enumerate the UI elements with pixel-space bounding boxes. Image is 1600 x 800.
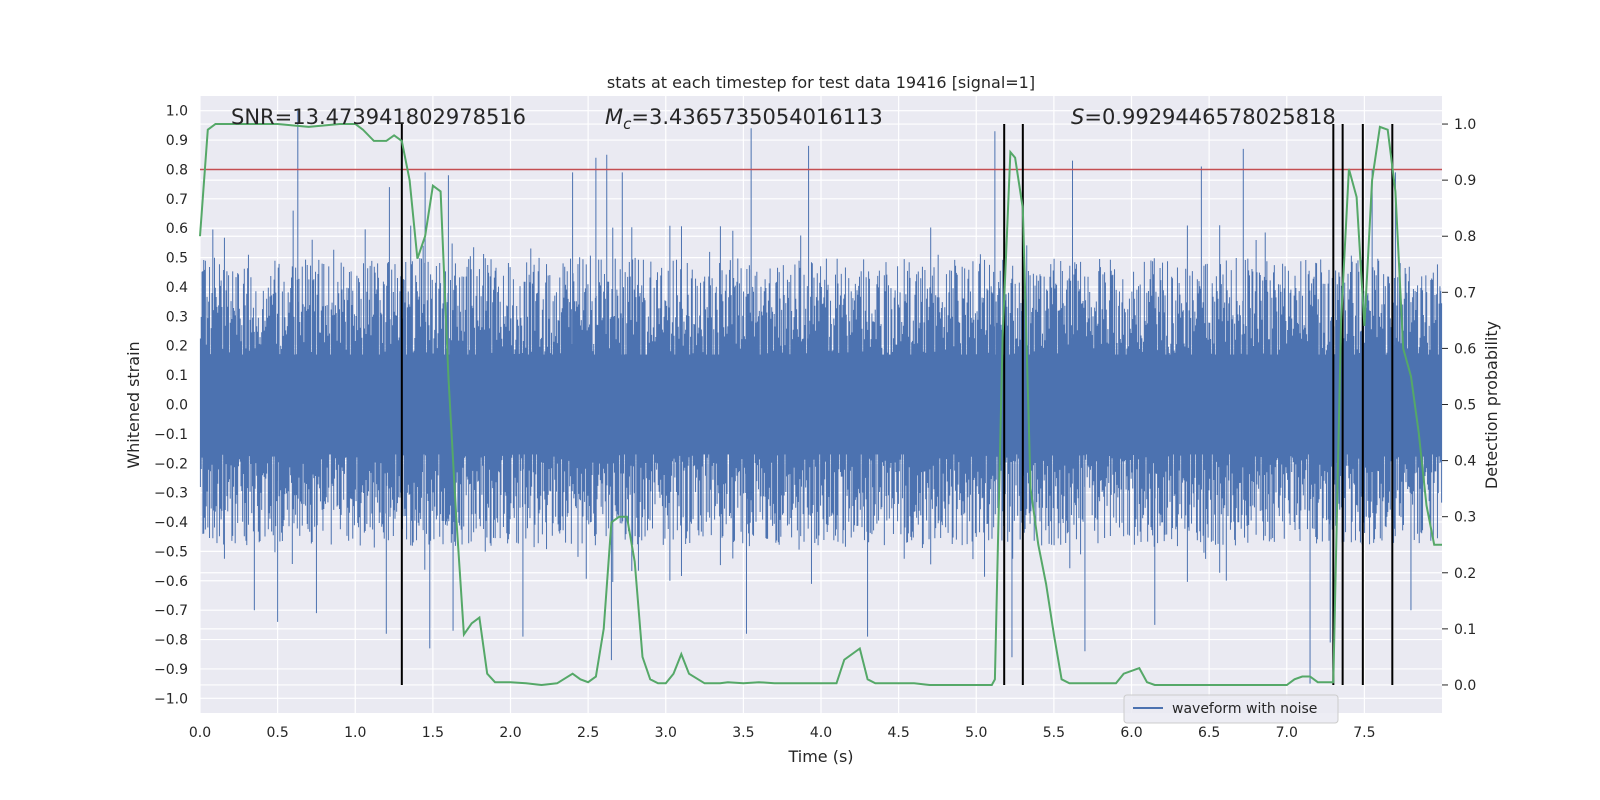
mc-annotation: Mc=3.4365735054016113	[605, 105, 883, 133]
x-tick-label: 1.5	[422, 725, 444, 741]
y-left-tick-label: 0.5	[166, 251, 188, 267]
chart-title: stats at each timestep for test data 194…	[607, 73, 1035, 92]
x-tick-label: 1.0	[344, 725, 366, 741]
x-tick-label: 3.5	[732, 725, 754, 741]
y-left-tick-label: −0.5	[154, 544, 188, 560]
y-left-tick-label: −0.6	[154, 574, 188, 590]
x-tick-label: 6.5	[1198, 725, 1220, 741]
y-left-tick-label: 0.6	[166, 221, 188, 237]
mc-symbol: M	[605, 105, 623, 129]
x-tick-label: 5.5	[1043, 725, 1065, 741]
legend-box	[1123, 694, 1339, 724]
y-left-tick-label: 0.9	[166, 133, 188, 149]
x-tick-label: 4.0	[810, 725, 832, 741]
y-left-tick-label: −0.1	[154, 427, 188, 443]
y-left-tick-label: 1.0	[166, 104, 188, 120]
y-right-tick-label: 1.0	[1454, 117, 1476, 133]
y-right-tick-label: 0.8	[1454, 229, 1476, 245]
y-left-tick-label: 0.0	[166, 398, 188, 414]
y-right-tick-label: 0.2	[1454, 566, 1476, 582]
y-right-tick-label: 0.9	[1454, 173, 1476, 189]
y-right-tick-labels: 1.0 0.9 0.8 0.7 0.6 0.5 0.4 0.3 0.2 0.1 0.0	[1442, 117, 1476, 694]
x-tick-label: 6.0	[1120, 725, 1142, 741]
x-axis-label: Time (s)	[787, 747, 853, 766]
s-value: =0.9929446578025818	[1084, 105, 1335, 129]
x-tick-label: 2.5	[577, 725, 599, 741]
x-tick-label: 7.5	[1353, 725, 1375, 741]
y-left-tick-labels: 1.0 0.9 0.8 0.7 0.6 0.5 0.4 0.3 0.2 0.1 0.0 −0.1 −0.…	[154, 104, 188, 708]
legend-label-waveform: waveform with noise	[1172, 701, 1317, 717]
y-left-tick-label: −1.0	[154, 691, 188, 707]
y-left-tick-label: 0.1	[166, 368, 188, 384]
waveform-trace	[199, 110, 1443, 684]
y-right-tick-label: 0.5	[1454, 398, 1476, 414]
x-tick-label: 5.0	[965, 725, 987, 741]
y-right-tick-label: 0.1	[1454, 622, 1476, 638]
x-tick-labels: 0.0 0.5 1.0 1.5 2.0 2.5 3.0 3.5 4.0 4.5 5.0 5.5 6.0 6…	[189, 725, 1376, 741]
snr-annotation: SNR=13.473941802978516	[231, 105, 526, 129]
x-tick-label: 7.0	[1276, 725, 1298, 741]
x-tick-label: 0.0	[189, 725, 211, 741]
y-left-tick-label: −0.4	[154, 515, 188, 531]
y-left-tick-label: −0.9	[154, 662, 188, 678]
mc-value: =3.4365735054016113	[631, 105, 882, 129]
waveform-series	[199, 110, 1443, 684]
y-right-axis-label: Detection probability	[1482, 321, 1501, 489]
s-symbol: S	[1071, 105, 1084, 129]
x-tick-label: 3.0	[655, 725, 677, 741]
y-left-tick-label: 0.3	[166, 309, 188, 325]
x-tick-label: 0.5	[266, 725, 288, 741]
y-right-tick-label: 0.7	[1454, 285, 1476, 301]
y-left-tick-label: −0.3	[154, 486, 188, 502]
x-tick-label: 4.5	[887, 725, 909, 741]
y-right-tick-label: 0.0	[1454, 678, 1476, 694]
y-right-tick-label: 0.6	[1454, 341, 1476, 357]
y-left-tick-label: −0.7	[154, 603, 188, 619]
legend: waveform with noise	[1123, 694, 1339, 724]
y-left-tick-label: 0.7	[166, 192, 188, 208]
y-left-tick-label: 0.2	[166, 339, 188, 355]
y-right-tick-label: 0.4	[1454, 454, 1476, 470]
y-left-tick-label: 0.4	[166, 280, 188, 296]
x-tick-label: 2.0	[499, 725, 521, 741]
y-left-tick-label: −0.8	[154, 633, 188, 649]
y-left-tick-label: 0.8	[166, 162, 188, 178]
s-annotation: S=0.9929446578025818	[1071, 105, 1336, 129]
y-left-axis-label: Whitened strain	[124, 341, 143, 468]
mc-subscript: c	[623, 115, 632, 133]
probability-series-line	[199, 123, 1442, 687]
y-left-tick-label: −0.2	[154, 456, 188, 472]
y-right-tick-label: 0.3	[1454, 510, 1476, 526]
